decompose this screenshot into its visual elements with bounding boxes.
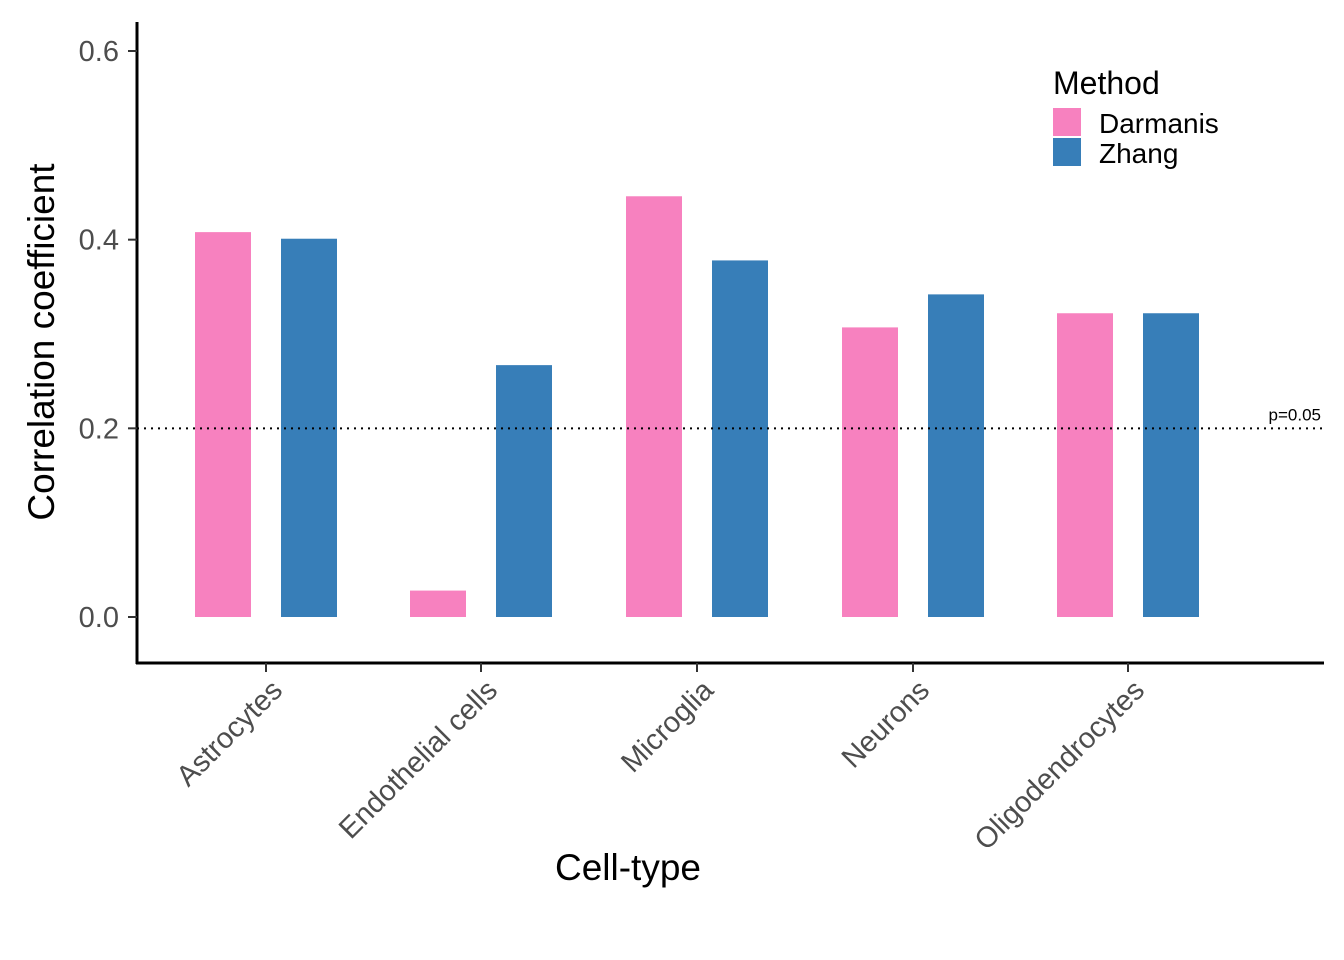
x-tick-label: Oligodendrocytes <box>969 674 1151 856</box>
legend-title: Method <box>1053 65 1160 101</box>
bar-zhang-endothelial-cells <box>496 365 552 617</box>
y-tick-label: 0.4 <box>79 225 119 257</box>
reference-line-label: p=0.05 <box>1269 405 1321 424</box>
y-axis-ticks: 0.0 0.2 0.4 0.6 <box>79 36 137 634</box>
y-tick-label: 0.0 <box>79 602 119 634</box>
bar-zhang-neurons <box>928 294 984 617</box>
legend-label-zhang: Zhang <box>1099 138 1178 169</box>
legend-swatch-zhang <box>1053 138 1081 166</box>
legend-label-darmanis: Darmanis <box>1099 108 1219 139</box>
bars-layer <box>195 196 1199 618</box>
bar-darmanis-microglia <box>626 196 682 618</box>
x-axis-ticks: Astrocytes Endothelial cells Microglia Neur… <box>171 663 1151 857</box>
y-tick-label: 0.2 <box>79 413 119 445</box>
x-tick-label: Microglia <box>615 674 720 779</box>
bar-darmanis-endothelial-cells <box>410 590 466 617</box>
bar-zhang-astrocytes <box>281 238 337 617</box>
bar-darmanis-neurons <box>842 327 898 617</box>
bar-darmanis-astrocytes <box>195 232 251 617</box>
legend-swatch-darmanis <box>1053 108 1081 136</box>
y-tick-label: 0.6 <box>79 36 119 68</box>
x-tick-label: Neurons <box>836 674 936 774</box>
x-tick-label: Endothelial cells <box>333 674 504 845</box>
y-axis-title: Correlation coefficient <box>21 163 62 521</box>
x-tick-label: Astrocytes <box>171 674 289 792</box>
bar-zhang-oligodendrocytes <box>1143 313 1199 617</box>
bar-zhang-microglia <box>712 260 768 617</box>
x-axis-title: Cell-type <box>555 847 701 888</box>
bar-darmanis-oligodendrocytes <box>1057 313 1113 617</box>
